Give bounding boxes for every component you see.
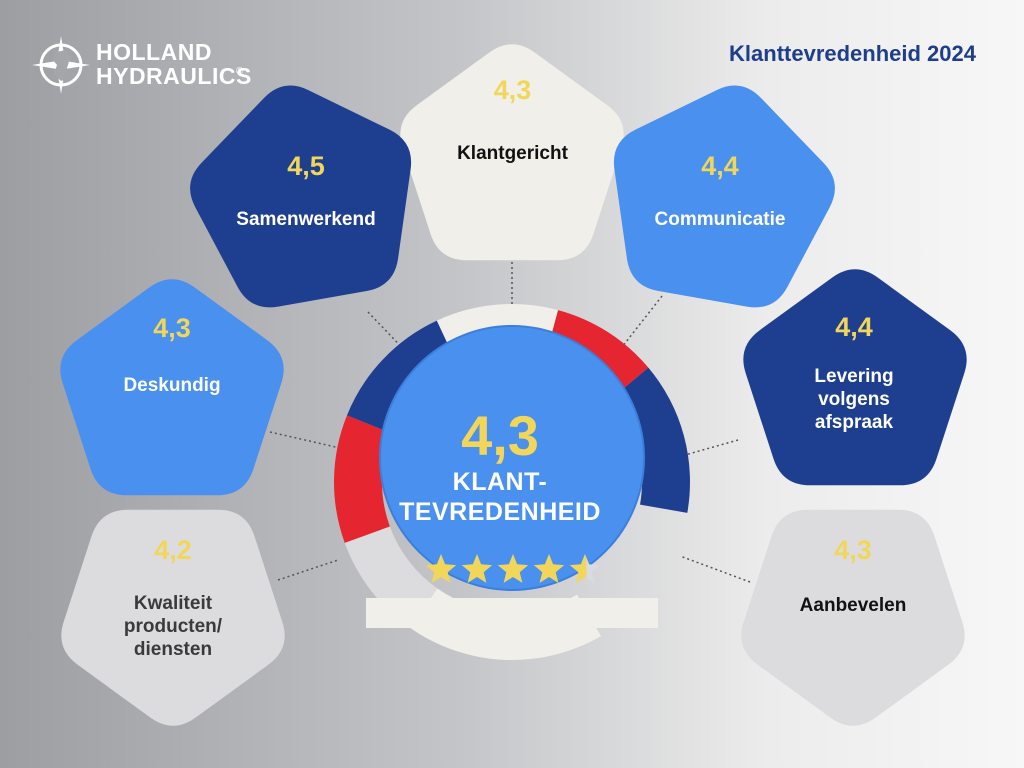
overall-score: 4,3 (461, 404, 539, 467)
page-title: Klanttevredenheid 2024 (729, 41, 976, 66)
pentagon-aanbevelen (741, 509, 965, 726)
connector-levering (684, 439, 739, 456)
ring-samenwerkend (346, 320, 458, 434)
score-deskundig: 4,3 (153, 313, 191, 343)
pentagon-deskundig (60, 279, 284, 496)
pentagon-samenwerkend (190, 85, 412, 308)
star-icon (497, 554, 529, 583)
ring-deskundig (334, 415, 392, 543)
ring-bottom-bar (366, 598, 658, 628)
label-deskundig: Deskundig (123, 375, 221, 396)
overall-label-line2: TEVREDENHEID (399, 498, 601, 526)
card-levering: 4,4 Levering volgens afspraak (738, 311, 970, 434)
label-kwaliteit: Kwaliteit producten/ diensten (123, 593, 223, 660)
star-icon (569, 554, 601, 583)
overall-label-line1: KLANT- (452, 468, 548, 496)
card-deskundig: 4,3 Deskundig (54, 312, 290, 397)
connector-samenwerkend (367, 311, 413, 359)
connector-deskundig (269, 431, 341, 449)
card-samenwerkend: 4,5 Samenwerkend (188, 150, 424, 231)
compass-logo-icon (32, 36, 90, 94)
card-kwaliteit: 4,2 Kwaliteit producten/ diensten (56, 534, 290, 661)
label-klantgericht: Klantgericht (457, 143, 568, 164)
brand-line1: HOLLAND (96, 39, 212, 65)
score-levering: 4,4 (835, 312, 873, 342)
star-icon (461, 554, 493, 583)
score-communicatie: 4,4 (701, 151, 739, 181)
label-levering: Levering volgens afspraak (814, 366, 894, 433)
star-icon (425, 554, 457, 583)
brand-line2: HYDRAULICS (96, 63, 252, 89)
score-samenwerkend: 4,5 (287, 151, 325, 181)
card-communicatie: 4,4 Communicatie (604, 150, 836, 231)
brand-wordmark: HOLLAND HYDRAULICS (96, 40, 252, 88)
score-ring (334, 304, 690, 661)
label-samenwerkend: Samenwerkend (236, 209, 376, 230)
card-klantgericht: 4,3 Klantgericht (395, 74, 630, 165)
registered-mark: ® (236, 66, 244, 77)
card-aanbevelen: 4,3 Aanbevelen (736, 534, 970, 617)
label-communicatie: Communicatie (654, 209, 786, 230)
score-kwaliteit: 4,2 (154, 535, 192, 565)
pentagon-kwaliteit (61, 509, 285, 726)
score-klantgericht: 4,3 (493, 75, 532, 105)
rating-stars (425, 554, 601, 583)
label-aanbevelen: Aanbevelen (799, 595, 907, 616)
pentagon-communicatie (613, 85, 835, 308)
pentagon-klantgericht (400, 44, 624, 261)
score-aanbevelen: 4,3 (834, 535, 872, 565)
overall-score-block: 4,3 KLANT- TEVREDENHEID (380, 405, 620, 527)
ring-communicatie (545, 310, 649, 399)
pentagon-levering (743, 269, 967, 486)
center-disc (379, 325, 645, 591)
connector-kwaliteit (277, 559, 339, 581)
star-icon (533, 554, 565, 583)
category-shapes (60, 44, 967, 726)
